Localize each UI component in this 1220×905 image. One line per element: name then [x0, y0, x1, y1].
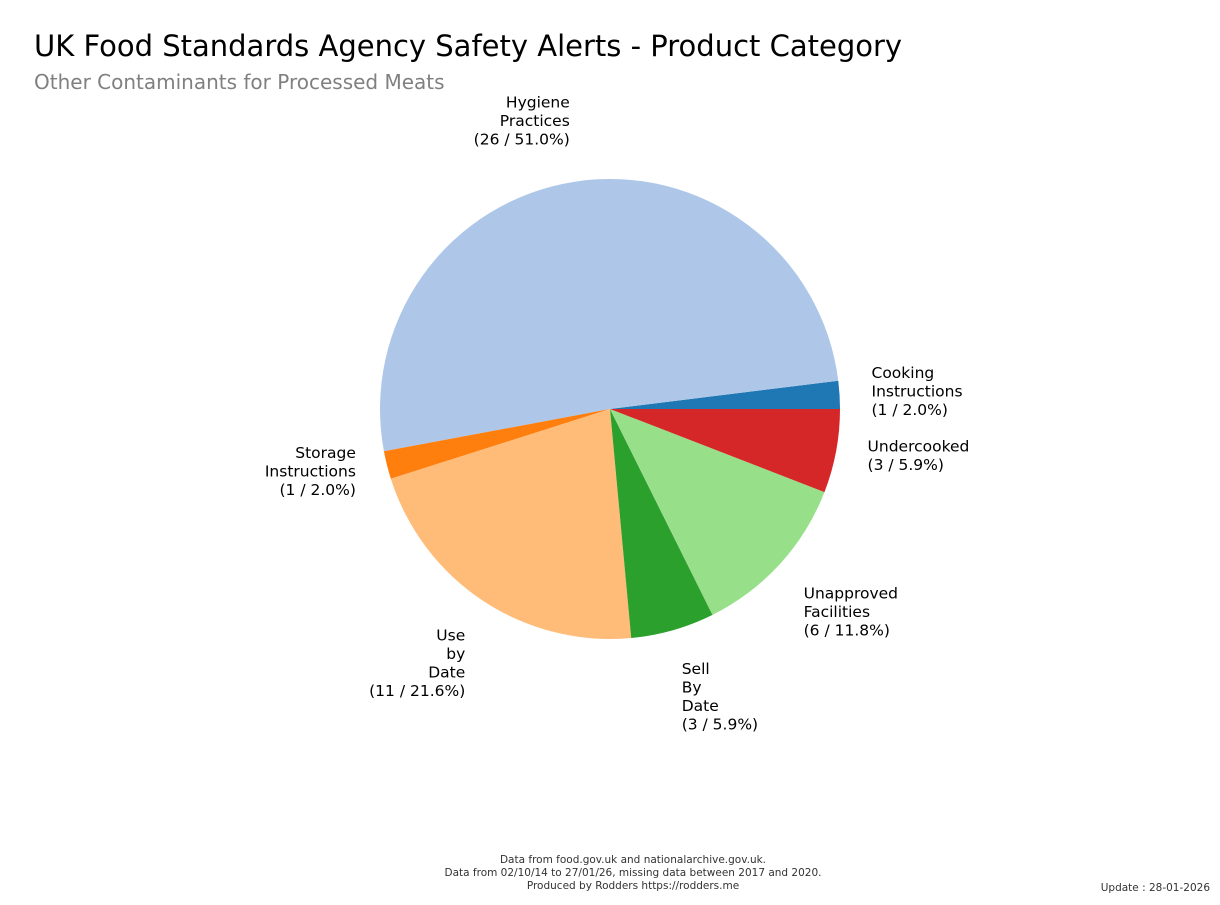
- pie-slice-sell-by-date: [610, 409, 713, 639]
- slice-label-line: By: [682, 679, 702, 697]
- footer: Data from food.gov.uk and nationalarchiv…: [300, 854, 966, 893]
- slice-label-undercooked: Undercooked (3 / 5.9%): [868, 438, 970, 475]
- slice-label-line: Facilities: [804, 603, 870, 621]
- pie-slice-unapproved-facilities: [610, 409, 825, 615]
- slice-label-line: (26 / 51.0%): [474, 131, 570, 149]
- slice-label-line: Instructions: [265, 463, 356, 481]
- chart-title: UK Food Standards Agency Safety Alerts -…: [34, 29, 903, 63]
- slice-label-line: (11 / 21.6%): [369, 682, 465, 700]
- pie-slice-storage-instructions: [383, 409, 610, 479]
- slice-label-line: Unapproved: [804, 585, 898, 603]
- slice-label-line: Date: [428, 663, 465, 681]
- slice-label-line: (1 / 2.0%): [279, 481, 355, 499]
- chart-subtitle: Other Contaminants for Processed Meats: [34, 70, 445, 94]
- footer-credit: Produced by Rodders https://rodders.me: [526, 880, 740, 892]
- footer-source: Data from food.gov.uk and nationalarchiv…: [499, 854, 767, 866]
- slice-label-line: by: [446, 645, 465, 663]
- slice-label-line: (3 / 5.9%): [868, 456, 944, 474]
- pie-slice-undercooked: [610, 409, 840, 493]
- slice-label-sell-by-date: Sell By Date (3 / 5.9%): [682, 660, 758, 734]
- pie-slice-hygiene-practices: [379, 178, 839, 452]
- slice-label-line: Practices: [500, 112, 570, 130]
- pie-slice-cooking-instructions: [610, 380, 840, 409]
- slice-label-line: Sell: [682, 660, 710, 678]
- footer-date-range: Data from 02/10/14 to 27/01/26, missing …: [444, 867, 822, 879]
- slice-label-line: Undercooked: [868, 438, 970, 456]
- slice-label-line: (3 / 5.9%): [682, 716, 758, 734]
- slice-label-storage-instructions: Storage Instructions (1 / 2.0%): [265, 444, 356, 499]
- slice-label-line: (6 / 11.8%): [804, 622, 890, 640]
- slice-label-line: Use: [436, 626, 465, 644]
- slice-label-line: Hygiene: [506, 94, 570, 112]
- slice-label-line: Instructions: [872, 383, 963, 401]
- slice-label-hygiene-practices: Hygiene Practices (26 / 51.0%): [474, 94, 570, 149]
- slice-label-line: Date: [682, 697, 719, 715]
- slice-label-line: (1 / 2.0%): [872, 401, 948, 419]
- slice-label-line: Storage: [295, 444, 356, 462]
- pie-slice-use-by-date: [390, 409, 632, 640]
- slice-label-unapproved-facilities: Unapproved Facilities (6 / 11.8%): [804, 585, 898, 640]
- slice-label-cooking-instructions: Cooking Instructions (1 / 2.0%): [872, 364, 963, 419]
- slice-label-use-by-date: Use by Date (11 / 21.6%): [369, 626, 465, 700]
- slice-label-line: Cooking: [872, 364, 935, 382]
- update-date: Update : 28-01-2026: [1100, 882, 1210, 894]
